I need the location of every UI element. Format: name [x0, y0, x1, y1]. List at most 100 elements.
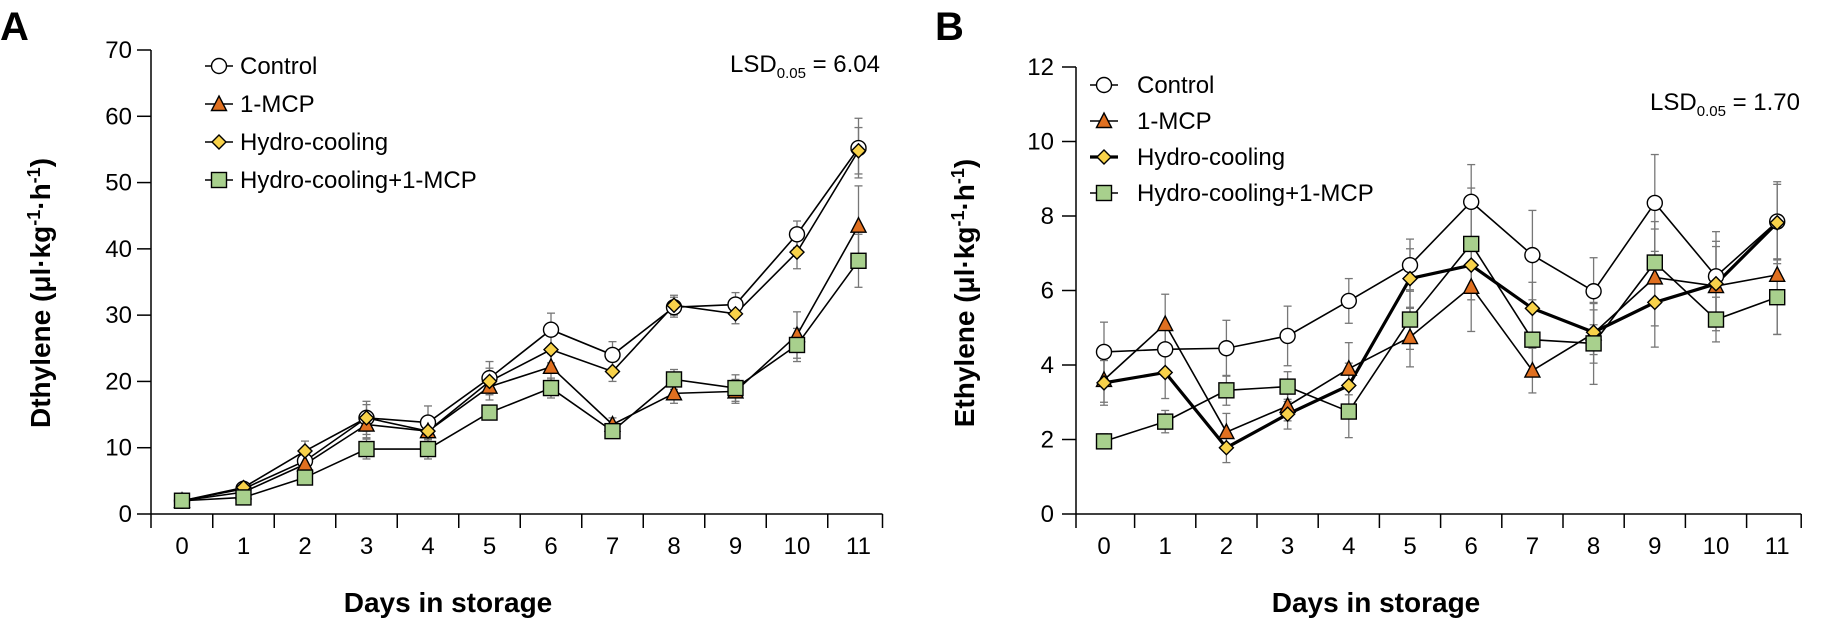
- panel-b-x-tick-label: 6: [1465, 533, 1478, 560]
- panel-a-point-diamond: [789, 244, 805, 261]
- panel-a-point-square: [604, 422, 621, 440]
- panel-b-point-triangle: [1646, 267, 1664, 285]
- panel-a-legend-marker-diamond: [211, 134, 227, 150]
- panel-b-lsd-label: LSD0.05 = 1.70: [1650, 89, 1800, 120]
- panel-b-point-triangle: [1401, 327, 1419, 345]
- panel-a-series-line-circle: [181, 147, 860, 502]
- panel-a-legend-entry: Control: [205, 53, 317, 80]
- panel-a-point-square: [173, 492, 191, 509]
- panel-b-x-tick-label: 1: [1159, 533, 1172, 560]
- panel-b-point-triangle: [1523, 361, 1542, 378]
- panel-b-point-diamond: [1769, 214, 1786, 231]
- panel-a-point-square: [727, 379, 744, 397]
- panel-a-series-line-diamond: [181, 150, 860, 502]
- panel-a-y-tick-label: 0: [119, 501, 132, 528]
- panel-a-point-square: [358, 440, 375, 458]
- panel-b-x-tick-label: 5: [1403, 533, 1416, 560]
- panel-a-point-square: [419, 440, 437, 458]
- panel-b-x-tick-label: 2: [1220, 533, 1233, 560]
- panel-a-x-tick-label: 9: [729, 533, 742, 560]
- panel-a-x-tick-label: 7: [606, 533, 619, 560]
- panel-a-point-diamond: [666, 297, 682, 314]
- panel-b-point-square: [1279, 378, 1296, 395]
- panel-b-letter: B: [935, 5, 964, 49]
- panel-a-x-tick-label: 10: [784, 533, 811, 560]
- panel-a-point-diamond: [543, 341, 559, 358]
- panel-b-y-tick-label: 8: [1041, 203, 1054, 230]
- panel-a-lsd-label: LSD0.05 = 6.04: [730, 51, 880, 82]
- panel-b-point-circle: [1095, 343, 1113, 361]
- panel-a-point-diamond: [727, 305, 744, 322]
- panel-b-point-circle: [1340, 292, 1358, 310]
- panel-a-x-tick-label: 6: [544, 533, 557, 560]
- panel-b-legend-marker-circle: [1095, 76, 1113, 94]
- panel-a-x-tick-label: 4: [421, 533, 434, 560]
- panel-b-series-line-circle: [1103, 200, 1778, 353]
- panel-a-x-tick-label: 5: [483, 533, 496, 560]
- panel-b-series-line-diamond: [1103, 221, 1779, 450]
- panel-b-y-tick-label: 10: [1027, 129, 1054, 156]
- panel-b-point-diamond: [1157, 364, 1174, 381]
- panel-b-point-triangle: [1340, 359, 1358, 376]
- panel-a-legend-marker-triangle: [210, 94, 228, 112]
- panel-a-series-line-square: [181, 260, 860, 502]
- panel-a-point-square: [665, 371, 683, 388]
- panel-a-ylabel: Dthylene (μl·kg-1·h-1): [24, 158, 56, 428]
- panel-b-x-tick-label: 9: [1648, 533, 1661, 560]
- panel-b-legend-label: Hydro-cooling: [1137, 144, 1285, 171]
- panel-b-ylabel: Ethylene (μl·kg-1·h-1): [948, 159, 980, 428]
- panel-b-point-diamond: [1646, 294, 1663, 311]
- panel-b-x-tick-label: 4: [1342, 533, 1355, 560]
- panel-b-point-square: [1218, 382, 1235, 399]
- panel-b-y-tick-label: 2: [1041, 427, 1054, 454]
- panel-b-legend-marker-diamond: [1096, 149, 1112, 165]
- panel-b-x-tick-label: 3: [1281, 533, 1294, 560]
- panel-b-x-tick-label: 11: [1765, 533, 1790, 560]
- panel-b-legend-label: Hydro-cooling+1-MCP: [1137, 180, 1374, 207]
- panel-a-point-square: [542, 379, 560, 397]
- panel-b-point-diamond: [1218, 439, 1235, 456]
- panel-a-point-triangle: [542, 357, 560, 375]
- panel-b-point-circle: [1401, 256, 1419, 274]
- panel-a-point-square: [788, 336, 806, 354]
- panel-b-point-square: [1401, 311, 1419, 328]
- panel-a-legend-label: 1-MCP: [240, 91, 315, 118]
- panel-b-y-tick-label: 0: [1041, 501, 1054, 528]
- panel-b-legend-label: Control: [1137, 72, 1214, 99]
- panel-a-x-tick-label: 11: [846, 533, 871, 560]
- panel-a-x-tick-label: 8: [667, 533, 680, 560]
- panel-b-point-diamond: [1708, 275, 1724, 292]
- panel-b-point-square: [1095, 433, 1113, 450]
- panel-a-point-triangle: [849, 216, 868, 233]
- panel-b-point-circle: [1646, 194, 1664, 212]
- panel-a-y-tick-label: 40: [105, 236, 132, 263]
- panel-a-x-tick-label: 3: [360, 533, 373, 560]
- panel-b-point-diamond: [1524, 300, 1541, 317]
- panel-a-point-diamond: [358, 409, 375, 426]
- panel-b-series-line-triangle: [1103, 274, 1778, 434]
- panel-a-legend-label: Control: [240, 53, 317, 80]
- panel-a-y-tick-label: 60: [105, 103, 132, 130]
- panel-b-point-diamond: [1096, 374, 1112, 391]
- panel-a-point-diamond: [850, 142, 867, 159]
- panel-a-point-diamond: [297, 443, 313, 460]
- panel-a-legend-marker-square: [210, 171, 228, 189]
- panel-b-point-triangle: [1217, 422, 1236, 440]
- panel-b-point-circle: [1218, 340, 1235, 357]
- panel-b-point-square: [1707, 311, 1725, 328]
- panel-b-xlabel: Days in storage: [1272, 587, 1481, 618]
- panel-b-point-triangle: [1156, 314, 1174, 332]
- panel-b-legend-marker-triangle: [1095, 111, 1113, 129]
- panel-b-y-tick-label: 4: [1041, 352, 1054, 379]
- panel-a-point-diamond: [420, 423, 436, 440]
- panel-a-y-tick-label: 20: [105, 368, 132, 395]
- panel-b-point-circle: [1156, 341, 1174, 358]
- panel-b-legend-label: 1-MCP: [1137, 108, 1212, 135]
- panel-a-x-tick-label: 2: [298, 533, 311, 560]
- panel-a-x-tick-label: 1: [237, 533, 250, 560]
- panel-b-point-square: [1340, 403, 1358, 420]
- panel-a-x-tick-label: 0: [175, 533, 188, 560]
- panel-b-point-triangle: [1768, 265, 1786, 283]
- panel-a-letter: A: [0, 5, 29, 49]
